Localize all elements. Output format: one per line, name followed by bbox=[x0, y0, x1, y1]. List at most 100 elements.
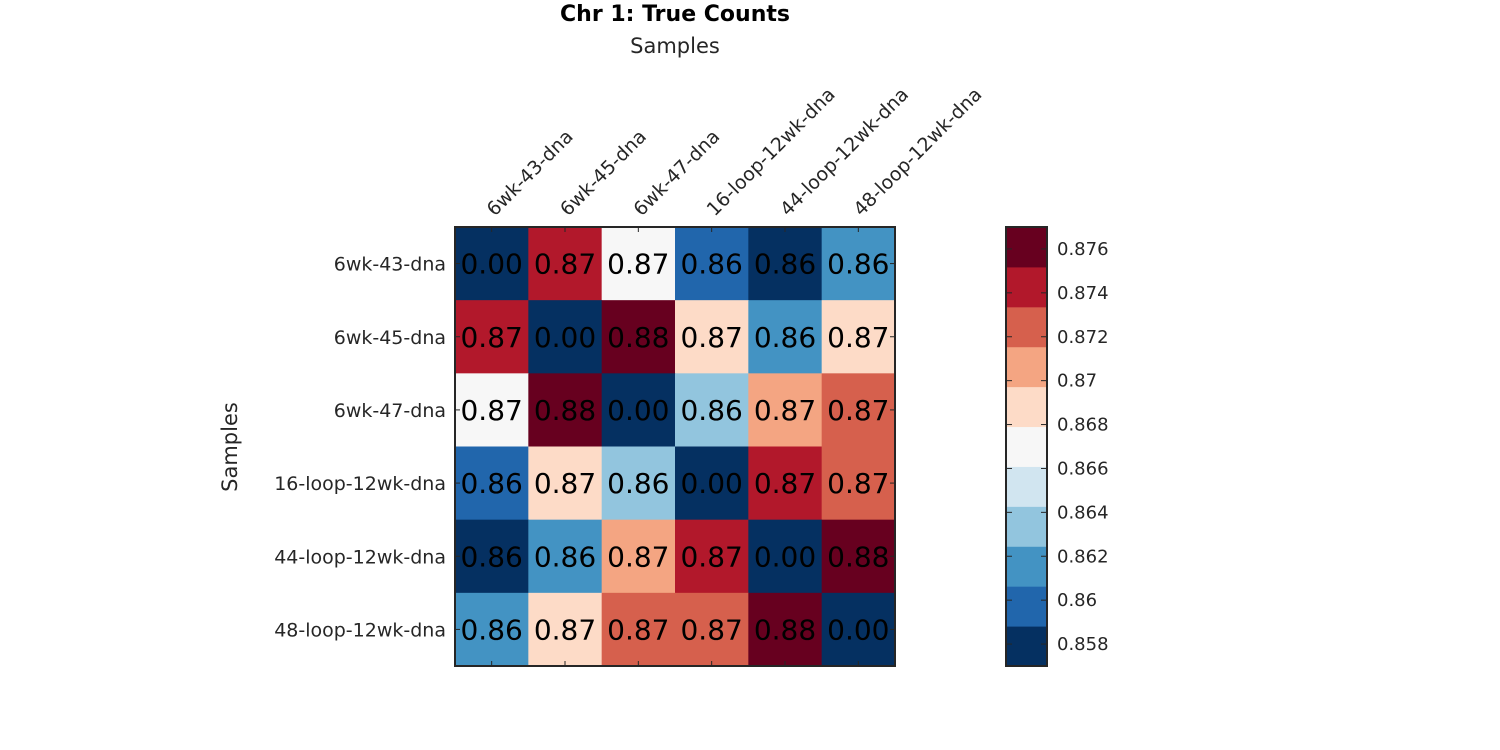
cell-value-label: 0.86 bbox=[827, 248, 889, 281]
cell-value-label: 0.87 bbox=[754, 467, 816, 500]
chart-title: Chr 1: True Counts bbox=[560, 2, 790, 27]
colorbar-segment bbox=[1006, 306, 1047, 348]
colorbar-segment bbox=[1006, 506, 1047, 547]
colorbar-tick-label: 0.874 bbox=[1057, 283, 1109, 304]
cell-value-label: 0.00 bbox=[680, 467, 742, 500]
cell-value-label: 0.87 bbox=[534, 467, 596, 500]
cell-value-label: 0.88 bbox=[754, 613, 816, 646]
heatmap-cell bbox=[455, 227, 529, 301]
heatmap-cell bbox=[675, 300, 749, 374]
y-axis-label: Samples bbox=[218, 402, 242, 492]
x-tick-label: 44-loop-12wk-dna bbox=[776, 83, 913, 220]
x-tick-label: 16-loop-12wk-dna bbox=[703, 83, 840, 220]
heatmap-cell bbox=[675, 446, 749, 521]
cell-value-label: 0.87 bbox=[607, 613, 669, 646]
cell-value-label: 0.87 bbox=[607, 540, 669, 573]
heatmap-cell bbox=[528, 592, 603, 667]
cell-value-label: 0.00 bbox=[534, 321, 596, 354]
heatmap-cell bbox=[675, 227, 749, 301]
x-axis-label: Samples bbox=[630, 34, 720, 58]
colorbar-segment bbox=[1006, 386, 1047, 428]
cell-value-label: 0.88 bbox=[607, 321, 669, 354]
colorbar: 0.858 0.86 0.862 0.864 0.866 0.868 0.87 0.872 0.… bbox=[1005, 226, 1109, 667]
heatmap-cell bbox=[455, 519, 529, 594]
cell-value-label: 0.86 bbox=[680, 248, 742, 281]
cell-value-label: 0.86 bbox=[754, 321, 816, 354]
heatmap-cell bbox=[528, 373, 603, 447]
colorbar-tick-label: 0.87 bbox=[1057, 371, 1097, 392]
colorbar-tick-label: 0.868 bbox=[1057, 415, 1109, 436]
cell-value-label: 0.86 bbox=[460, 540, 522, 573]
y-tick-label: 6wk-43-dna bbox=[334, 254, 446, 276]
colorbar-tick-label: 0.86 bbox=[1057, 590, 1097, 611]
heatmap-cell bbox=[455, 373, 529, 447]
heatmap-cell bbox=[748, 446, 823, 521]
cell-value-label: 0.87 bbox=[680, 321, 742, 354]
cell-value-label: 0.86 bbox=[460, 613, 522, 646]
heatmap-cell bbox=[821, 519, 896, 594]
heatmap-cell-labels: 0.00 0.87 0.87 0.86 0.86 0.86 0.87 0.00 0.88 0.87… bbox=[460, 248, 889, 647]
colorbar-tick-label: 0.864 bbox=[1057, 502, 1109, 523]
heatmap-cell bbox=[821, 446, 896, 521]
cell-value-label: 0.87 bbox=[680, 613, 742, 646]
y-tick-label: 16-loop-12wk-dna bbox=[274, 473, 446, 495]
heatmap-cell bbox=[675, 519, 749, 594]
heatmap-cell bbox=[821, 373, 896, 447]
heatmap-cell bbox=[821, 592, 896, 667]
cell-value-label: 0.00 bbox=[827, 613, 889, 646]
colorbar-frame bbox=[1005, 226, 1048, 667]
colorbar-tick-label: 0.862 bbox=[1057, 546, 1109, 567]
heatmap-cell bbox=[821, 227, 896, 301]
heatmap-cell bbox=[748, 592, 823, 667]
y-axis-ticks: 6wk-43-dna 6wk-45-dna 6wk-47-dna 16-loop-12… bbox=[274, 254, 895, 641]
heatmap-cell bbox=[748, 227, 823, 301]
heatmap-cell bbox=[601, 373, 676, 447]
cell-value-label: 0.86 bbox=[534, 540, 596, 573]
cell-value-label: 0.86 bbox=[680, 394, 742, 427]
heatmap-cell bbox=[821, 300, 896, 374]
heatmap-cell bbox=[455, 300, 529, 374]
heatmap-cell bbox=[455, 592, 529, 667]
cell-value-label: 0.88 bbox=[827, 540, 889, 573]
colorbar-segment bbox=[1006, 227, 1047, 268]
colorbar-segment bbox=[1006, 586, 1047, 627]
heatmap-cells bbox=[455, 227, 896, 667]
cell-value-label: 0.87 bbox=[534, 613, 596, 646]
heatmap-cell bbox=[748, 300, 823, 374]
heatmap-cell bbox=[675, 373, 749, 447]
x-tick-label: 48-loop-12wk-dna bbox=[849, 83, 986, 220]
colorbar-tick-label: 0.872 bbox=[1057, 327, 1109, 348]
colorbar-segment bbox=[1006, 426, 1047, 467]
heatmap-cell bbox=[455, 446, 529, 521]
colorbar-segment bbox=[1006, 266, 1047, 308]
y-tick-label: 44-loop-12wk-dna bbox=[274, 546, 446, 568]
heatmap-frame bbox=[454, 226, 896, 667]
cell-value-label: 0.87 bbox=[827, 321, 889, 354]
cell-value-label: 0.87 bbox=[827, 394, 889, 427]
y-tick-label: 6wk-45-dna bbox=[334, 327, 446, 349]
heatmap-cell bbox=[601, 446, 676, 521]
cell-value-label: 0.86 bbox=[460, 467, 522, 500]
heatmap-cell bbox=[601, 519, 676, 594]
heatmap-cell bbox=[748, 373, 823, 447]
heatmap-cell bbox=[601, 300, 676, 374]
heatmap-cell bbox=[601, 592, 676, 667]
cell-value-label: 0.87 bbox=[607, 248, 669, 281]
colorbar-segment bbox=[1006, 546, 1047, 587]
cell-value-label: 0.86 bbox=[607, 467, 669, 500]
cell-value-label: 0.87 bbox=[460, 394, 522, 427]
colorbar-segment bbox=[1006, 346, 1047, 388]
cell-value-label: 0.86 bbox=[754, 248, 816, 281]
cell-value-label: 0.87 bbox=[827, 467, 889, 500]
colorbar-tick-label: 0.866 bbox=[1057, 458, 1109, 479]
cell-value-label: 0.87 bbox=[460, 321, 522, 354]
cell-value-label: 0.00 bbox=[754, 540, 816, 573]
heatmap-cell bbox=[675, 592, 749, 667]
y-tick-label: 48-loop-12wk-dna bbox=[274, 619, 446, 641]
cell-value-label: 0.87 bbox=[534, 248, 596, 281]
colorbar-tick-label: 0.858 bbox=[1057, 634, 1109, 655]
heatmap-cell bbox=[528, 446, 603, 521]
cell-value-label: 0.87 bbox=[680, 540, 742, 573]
heatmap-cell bbox=[601, 227, 676, 301]
